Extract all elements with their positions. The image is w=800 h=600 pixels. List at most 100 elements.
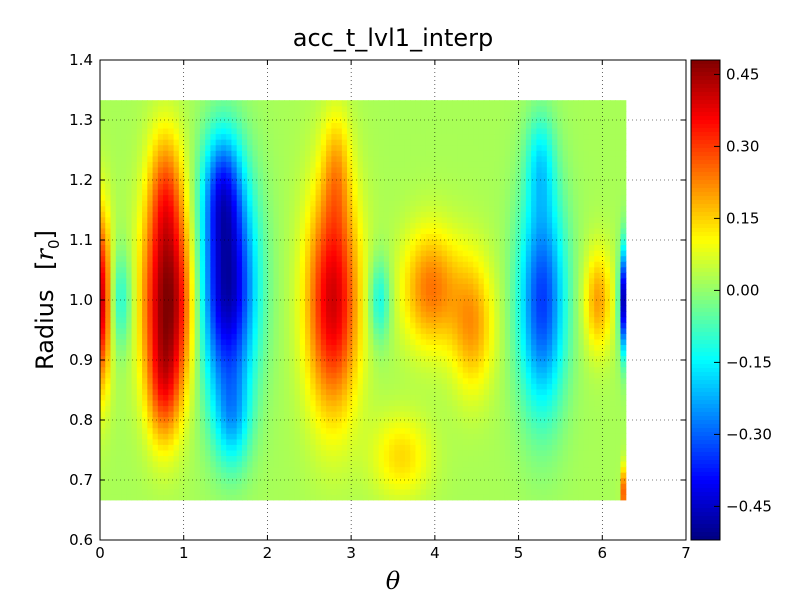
heatmap-cell — [262, 416, 269, 423]
heatmap-cell — [546, 250, 553, 257]
heatmap-cell — [289, 222, 296, 229]
heatmap-cell — [368, 288, 374, 296]
heatmap-cell — [189, 344, 196, 351]
heatmap-cell — [305, 305, 311, 312]
heatmap-cell — [462, 255, 469, 262]
heatmap-cell — [142, 488, 148, 495]
heatmap-cell — [583, 294, 590, 301]
heatmap-cell — [446, 349, 453, 357]
heatmap-cell — [594, 460, 601, 468]
heatmap-cell — [131, 466, 138, 473]
heatmap-cell — [525, 433, 532, 440]
heatmap-cell — [452, 227, 459, 234]
heatmap-cell — [468, 438, 474, 445]
heatmap-cell — [483, 250, 490, 257]
heatmap-cell — [552, 466, 558, 473]
heatmap-cell — [284, 250, 290, 257]
heatmap-cell — [289, 294, 296, 301]
heatmap-cell — [315, 222, 322, 229]
heatmap-cell — [305, 488, 311, 495]
heatmap-cell — [205, 294, 212, 301]
heatmap-cell — [252, 349, 259, 357]
heatmap-cell — [126, 455, 133, 462]
heatmap-cell — [247, 288, 254, 296]
heatmap-cell — [404, 394, 411, 401]
heatmap-cell — [567, 349, 574, 357]
heatmap-cell — [462, 355, 469, 362]
heatmap-cell — [142, 288, 148, 296]
heatmap-cell — [236, 433, 243, 440]
heatmap-cell — [284, 288, 290, 296]
heatmap-cell — [220, 361, 227, 368]
heatmap-cell — [510, 399, 516, 407]
heatmap-cell — [215, 477, 222, 484]
heatmap-cell — [189, 355, 196, 362]
heatmap-cell — [331, 227, 338, 234]
heatmap-cell — [520, 366, 527, 373]
heatmap-cell — [404, 433, 411, 440]
heatmap-cell — [615, 472, 622, 479]
heatmap-cell — [420, 327, 427, 334]
heatmap-cell — [273, 483, 280, 490]
heatmap-cell — [452, 411, 459, 418]
heatmap-cell — [420, 222, 427, 229]
heatmap-cell — [546, 349, 553, 357]
heatmap-cell — [241, 388, 248, 395]
heatmap-cell — [310, 366, 317, 373]
heatmap-cell — [389, 316, 396, 323]
heatmap-cell — [147, 305, 154, 312]
heatmap-cell — [131, 388, 138, 395]
heatmap-cell — [404, 449, 411, 456]
heatmap-cell — [588, 338, 595, 345]
heatmap-cell — [520, 433, 527, 440]
heatmap-cell — [284, 361, 290, 368]
heatmap-cell — [525, 488, 532, 495]
heatmap-cell — [573, 411, 580, 418]
heatmap-cell — [546, 283, 553, 290]
heatmap-cell — [552, 300, 558, 307]
heatmap-cell — [131, 366, 138, 373]
heatmap-cell — [604, 366, 611, 373]
heatmap-cell — [583, 405, 590, 412]
heatmap-cell — [373, 449, 380, 456]
heatmap-cell — [352, 472, 359, 479]
heatmap-cell — [504, 416, 511, 423]
heatmap-cell — [226, 427, 233, 434]
heatmap-cell — [294, 361, 301, 368]
heatmap-cell — [399, 266, 406, 273]
heatmap-cell — [420, 311, 427, 318]
heatmap-cell — [599, 399, 606, 407]
heatmap-cell — [294, 305, 301, 312]
heatmap-cell — [336, 305, 343, 312]
heatmap-cell — [510, 455, 516, 462]
heatmap-cell — [457, 483, 464, 490]
heatmap-cell — [425, 316, 432, 323]
heatmap-cell — [341, 416, 348, 423]
heatmap-cell — [273, 300, 280, 307]
heatmap-cell — [420, 438, 427, 445]
heatmap-cell — [504, 422, 511, 429]
heatmap-cell — [357, 338, 364, 345]
heatmap-cell — [226, 405, 233, 412]
heatmap-cell — [604, 422, 611, 429]
heatmap-cell — [552, 411, 558, 418]
heatmap-cell — [378, 399, 385, 407]
heatmap-cell — [404, 399, 411, 407]
heatmap-cell — [394, 338, 401, 345]
heatmap-cell — [178, 427, 185, 434]
heatmap-cell — [142, 483, 148, 490]
heatmap-cell — [236, 277, 243, 284]
heatmap-cell — [420, 444, 427, 451]
heatmap-cell — [357, 227, 364, 234]
heatmap-cell — [373, 472, 380, 479]
heatmap-cell — [457, 433, 464, 440]
heatmap-cell — [546, 372, 553, 379]
heatmap-cell — [389, 372, 396, 379]
heatmap-cell — [262, 333, 269, 340]
heatmap-cell — [420, 366, 427, 373]
heatmap-cell — [478, 222, 485, 229]
heatmap-cell — [341, 355, 348, 362]
heatmap-cell — [336, 250, 343, 257]
heatmap-cell — [510, 472, 516, 479]
heatmap-cell — [531, 416, 537, 423]
